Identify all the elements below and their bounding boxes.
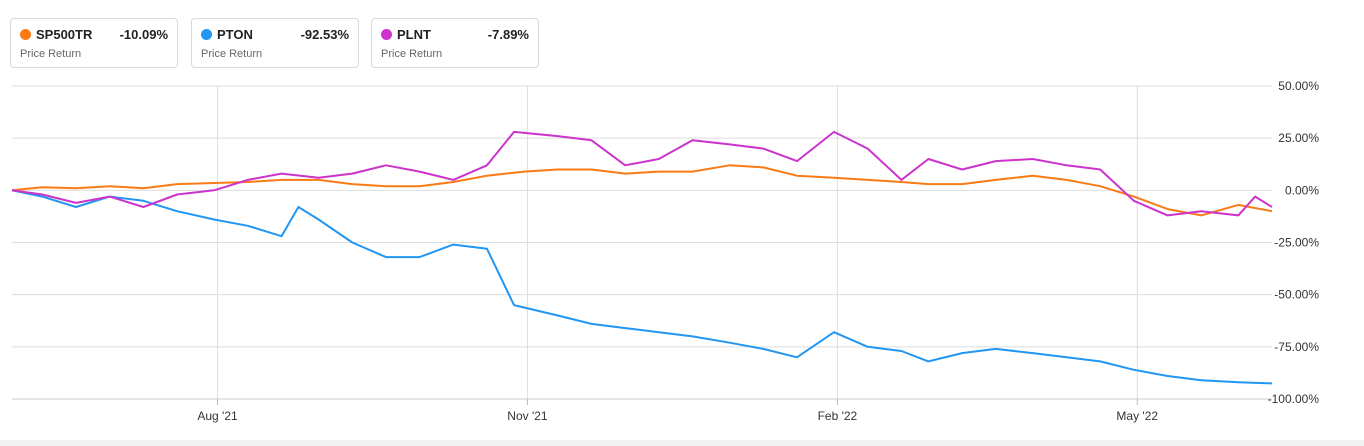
bottom-strip [0, 440, 1364, 446]
y-tick-label: 25.00% [1278, 131, 1319, 145]
y-tick-label: -50.00% [1274, 288, 1319, 302]
series-color-dot [381, 29, 392, 40]
legend-subtitle: Price Return [20, 48, 82, 60]
legend-ticker: PLNT [397, 27, 431, 42]
legend-ticker: PTON [217, 27, 253, 42]
series-color-dot [20, 29, 31, 40]
y-tick-label: -100.00% [1268, 392, 1320, 406]
x-tick-label: Feb '22 [818, 409, 858, 423]
series-color-dot [201, 29, 212, 40]
legend-subtitle: Price Return [201, 48, 263, 60]
legend-return: -7.89% [487, 27, 529, 42]
y-tick-label: 50.00% [1278, 79, 1319, 93]
y-tick-label: -25.00% [1274, 236, 1319, 250]
x-tick-label: Aug '21 [197, 409, 238, 423]
legend-return: -92.53% [300, 27, 349, 42]
x-tick-label: May '22 [1116, 409, 1158, 423]
series-line-plnt [11, 130, 1273, 217]
legend-card-sp500tr[interactable]: SP500TR -10.09% Price Return [10, 18, 178, 68]
legend-return: -10.09% [119, 27, 168, 42]
legend-card-pton[interactable]: PTON -92.53% Price Return [191, 18, 359, 68]
y-tick-label: -75.00% [1274, 340, 1319, 354]
y-tick-label: 0.00% [1285, 183, 1319, 197]
series-line-sp500tr [11, 164, 1273, 217]
legend-card-plnt[interactable]: PLNT -7.89% Price Return [371, 18, 539, 68]
legend-subtitle: Price Return [381, 48, 443, 60]
series-line-pton [11, 189, 1273, 385]
x-tick-label: Nov '21 [507, 409, 548, 423]
legend-ticker: SP500TR [36, 27, 93, 42]
